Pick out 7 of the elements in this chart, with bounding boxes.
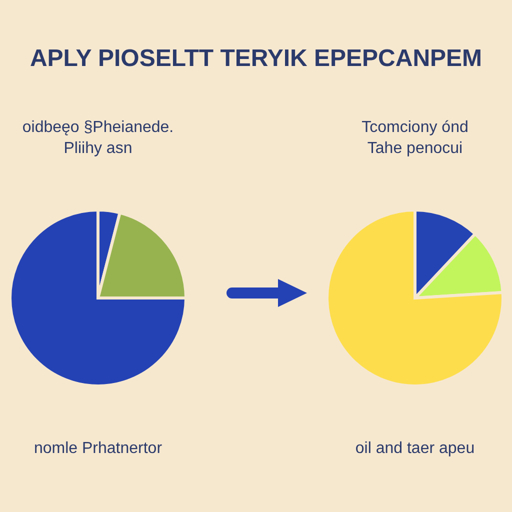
text: nomle Prhatnertor [34, 440, 163, 457]
text: APLY PIOSELTT TERYIK EPEPCANPEM [30, 45, 482, 72]
text: oil and taer apeu [355, 440, 475, 457]
chart-subtitle: Tcomciony ónd Tahe penocui [362, 119, 468, 157]
pie-slice [8, 208, 188, 388]
chart-subtitle: oidbeęo §Pheianede. Pliihy asn [22, 119, 174, 157]
pie-slice [326, 208, 504, 388]
